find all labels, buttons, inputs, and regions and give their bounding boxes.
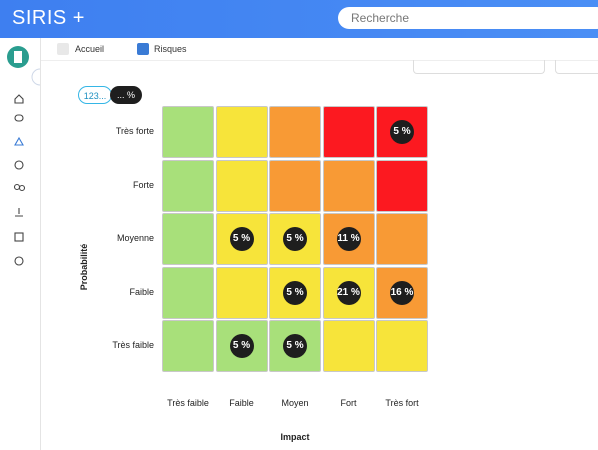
cell-badge: 5 % — [283, 334, 307, 358]
breadcrumb-icons — [57, 43, 149, 55]
risk-cell[interactable] — [162, 106, 214, 158]
risk-cell[interactable] — [215, 213, 268, 265]
row-label: Forte — [132, 179, 154, 190]
risk-cell[interactable] — [376, 213, 428, 265]
row-label: Très forte — [115, 126, 154, 136]
risk-cell[interactable] — [162, 266, 214, 319]
logo-building — [14, 51, 22, 63]
risk-cell[interactable] — [322, 320, 375, 372]
y-axis-title: Probabilité — [79, 243, 89, 291]
risk-cell[interactable] — [269, 106, 321, 158]
cell-badge: 11 % — [336, 227, 361, 251]
cell-badge: 5 % — [229, 334, 254, 358]
risk-cell[interactable] — [162, 159, 214, 212]
risk-cell[interactable] — [215, 266, 268, 319]
column-label: Très fort — [385, 398, 419, 408]
row-label: Moyenne — [116, 233, 154, 243]
column-label: Faible — [229, 398, 254, 408]
cell-badge: 5 % — [283, 227, 307, 251]
risk-cell[interactable] — [322, 159, 375, 212]
toggle-count[interactable]: 123... — [78, 86, 112, 104]
dropdown[interactable] — [413, 60, 545, 74]
column-label: Fort — [340, 398, 357, 408]
row-label: Très faible — [112, 340, 154, 350]
nav-icons[interactable] — [13, 94, 26, 266]
sidebar — [0, 38, 49, 450]
risk-cell[interactable] — [376, 320, 428, 372]
column-label: Très faible — [167, 398, 209, 408]
cell-badge: 16 % — [390, 280, 414, 305]
app-title[interactable]: SIRIS + — [12, 7, 85, 29]
risk-cell[interactable] — [322, 213, 375, 265]
dropdown[interactable] — [555, 60, 598, 74]
sidebar-icons — [7, 46, 49, 266]
breadcrumb-bar: Accueil Risques — [41, 38, 598, 61]
risk-cell[interactable] — [269, 159, 321, 212]
column-label: Moyen — [281, 398, 309, 408]
search-box[interactable]: Recherche — [338, 7, 598, 29]
cell-badge: 5 % — [229, 227, 254, 251]
risk-cell[interactable] — [162, 213, 214, 265]
risk-cell[interactable] — [376, 159, 428, 212]
breadcrumb-item[interactable]: Accueil — [75, 44, 105, 54]
top-bar: SIRIS + Recherche — [0, 0, 598, 38]
cell-badge: 21 % — [336, 280, 361, 305]
cell-badge: 5 % — [283, 280, 307, 305]
toggle-percent[interactable]: ... % — [110, 86, 142, 104]
breadcrumb-item[interactable]: Risques — [154, 44, 187, 54]
collapse-button[interactable] — [31, 68, 49, 86]
row-label: Faible — [129, 286, 154, 297]
risk-cell[interactable] — [215, 159, 268, 212]
risk-cell[interactable] — [162, 320, 214, 372]
cell-badge: 5 % — [390, 120, 414, 144]
risk-cell[interactable] — [215, 106, 268, 158]
risk-cell[interactable] — [322, 106, 375, 158]
x-axis-title: Impact — [280, 432, 310, 442]
